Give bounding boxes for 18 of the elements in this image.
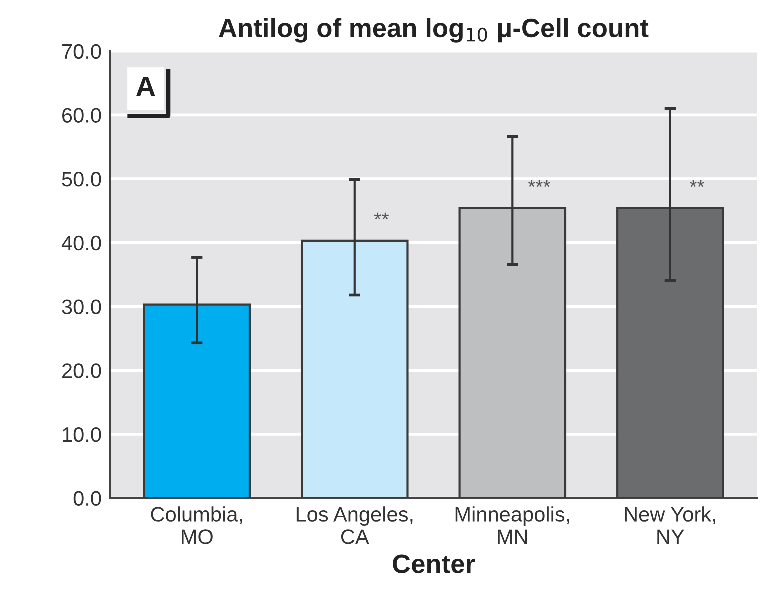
annotation: **: [690, 180, 705, 188]
y-tick-label: 30.0: [62, 300, 102, 314]
chart-title: Antilog of mean log$_{10}$ μ-Cell count: [219, 18, 649, 43]
annotation: ***: [528, 180, 551, 188]
y-tick-label: 20.0: [62, 364, 102, 378]
annotation: A: [136, 76, 156, 96]
x-axis-title: Center: [393, 554, 476, 574]
x-tick-label: Los Angeles, CA: [296, 506, 413, 544]
x-tick-label: Minneapolis, MN: [456, 506, 570, 544]
x-tick-label: New York, NY: [625, 506, 716, 544]
y-tick-label: 70.0: [62, 44, 102, 60]
x-tick-label: Columbia, MO: [151, 506, 242, 544]
y-tick-label: 60.0: [62, 108, 102, 123]
y-tick-label: 40.0: [62, 236, 102, 251]
y-tick-label: 50.0: [62, 172, 102, 187]
annotation: **: [374, 212, 389, 220]
y-tick-label: 10.0: [63, 427, 102, 442]
y-tick-label: 0.0: [74, 491, 102, 506]
